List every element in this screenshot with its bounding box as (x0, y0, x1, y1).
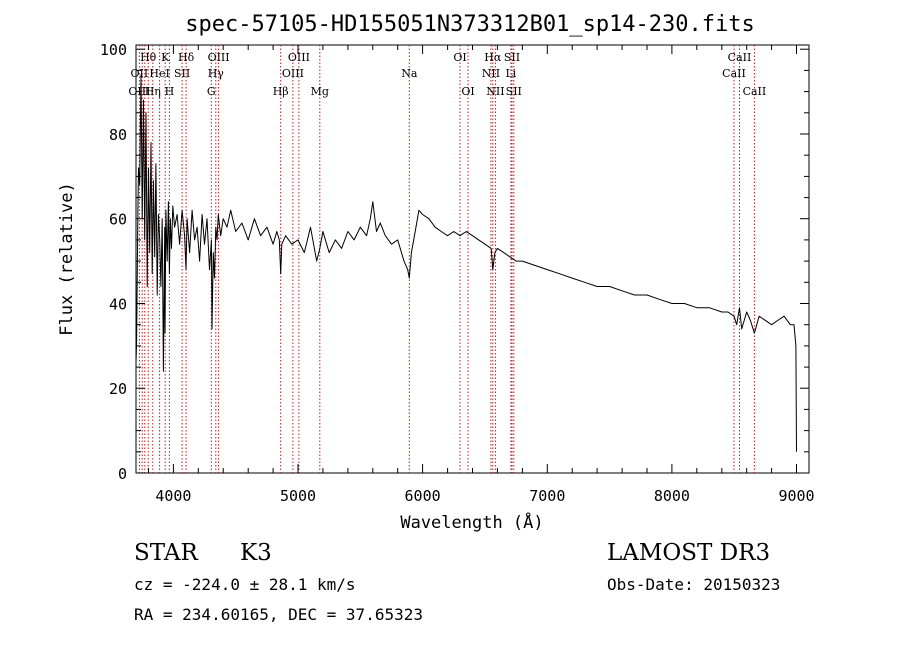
line-label: NII (486, 85, 504, 98)
line-label: Hβ (273, 85, 289, 98)
line-label: HeI (149, 67, 169, 80)
spectrum-series (135, 74, 797, 452)
line-label: Hα (484, 51, 502, 64)
line-label: K (161, 51, 170, 64)
line-label: Hδ (178, 51, 195, 64)
line-label: Na (401, 67, 418, 80)
line-label: Hη (145, 85, 161, 98)
line-label: Mg (311, 85, 329, 98)
line-label: Hγ (208, 67, 225, 80)
line-label: CaII (722, 67, 746, 80)
y-axis: 0 20 40 60 80 100 (100, 41, 809, 483)
line-label: Hθ (140, 51, 157, 64)
observation-date: Obs-Date: 20150323 (607, 575, 780, 594)
line-label: OII (131, 67, 149, 80)
object-class: STAR (134, 540, 198, 566)
line-label: H (165, 85, 175, 98)
x-tick-label: 5000 (280, 487, 316, 505)
line-label: G (207, 85, 216, 98)
x-axis-label: Wavelength (Å) (400, 511, 543, 533)
coordinates: RA = 234.60165, DEC = 37.65323 (134, 605, 423, 624)
y-tick-label: 80 (109, 126, 127, 144)
line-label: SII (174, 67, 190, 80)
survey-name: LAMOST DR3 (607, 540, 770, 566)
y-tick-label: 60 (109, 211, 127, 229)
x-tick-label: 8000 (654, 487, 690, 505)
line-label: OI (461, 85, 474, 98)
line-label: SII (504, 51, 520, 64)
line-label: CaII (728, 51, 752, 64)
subclass: K3 (240, 540, 272, 566)
line-label: SII (506, 85, 522, 98)
line-label: OIII (208, 51, 230, 64)
spectral-line-markers (138, 45, 755, 473)
line-label: Li (505, 67, 516, 80)
x-tick-label: 7000 (529, 487, 565, 505)
line-label: CaII (743, 85, 767, 98)
spectrum-line (135, 74, 797, 452)
y-tick-label: 40 (109, 296, 127, 314)
x-axis: 4000 5000 6000 7000 8000 9000 (148, 45, 815, 505)
y-tick-label: 100 (100, 41, 127, 59)
y-axis-label: Flux (relative) (57, 182, 77, 336)
redshift-velocity: cz = -224.0 ± 28.1 km/s (134, 575, 356, 594)
line-label: OIII (288, 51, 310, 64)
y-tick-label: 20 (109, 380, 127, 398)
line-label: OI (453, 51, 466, 64)
x-tick-label: 6000 (405, 487, 441, 505)
chart-title: spec-57105-HD155051N373312B01_sp14-230.f… (185, 12, 755, 37)
line-label: OIII (282, 67, 304, 80)
x-tick-label: 9000 (778, 487, 814, 505)
line-label: NII (482, 67, 500, 80)
plot-frame (135, 44, 810, 474)
x-tick-label: 4000 (155, 487, 191, 505)
y-tick-label: 0 (118, 465, 127, 483)
